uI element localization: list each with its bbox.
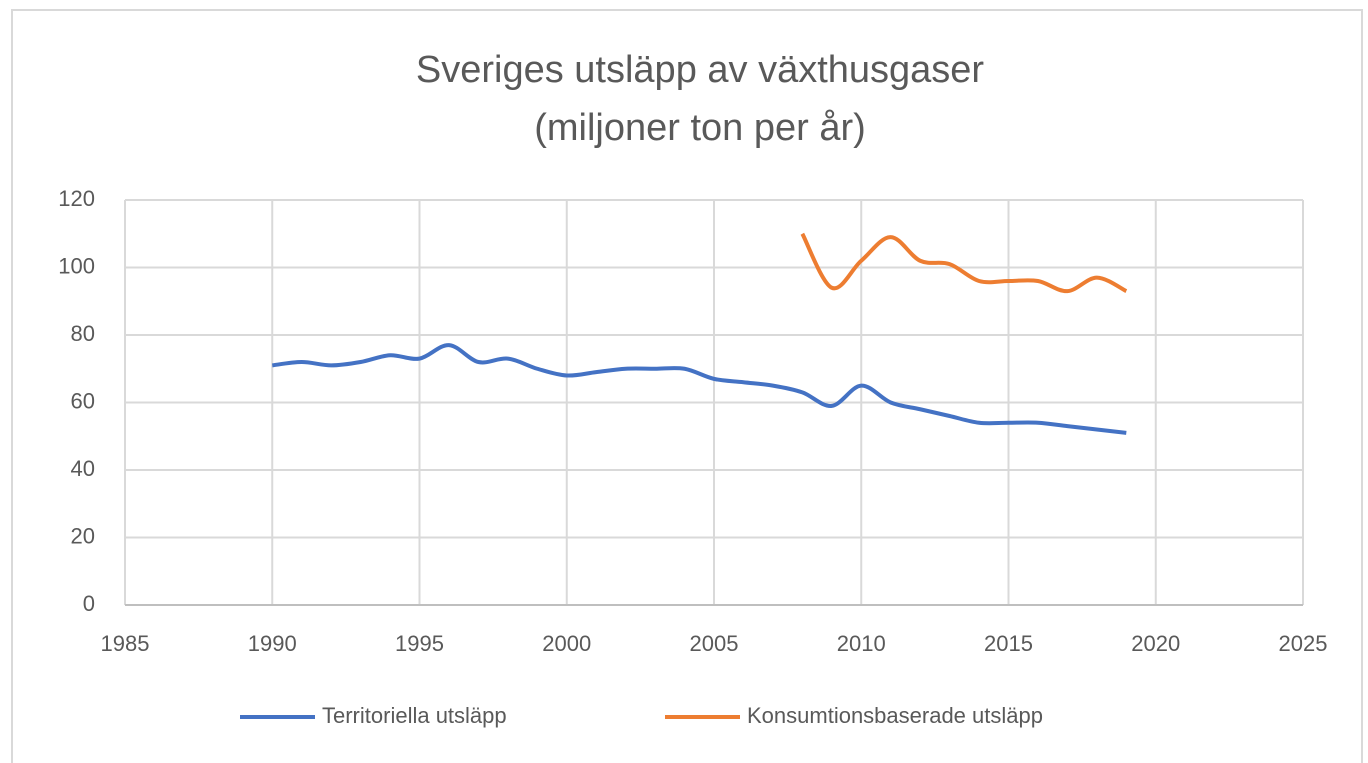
series-line	[271, 343, 1127, 435]
series-line	[800, 232, 1128, 294]
x-tick-label: 2025	[1279, 631, 1328, 656]
y-tick-label: 60	[71, 388, 95, 413]
y-tick-label: 120	[58, 186, 95, 211]
x-tick-label: 2000	[542, 631, 591, 656]
x-tick-label: 1985	[101, 631, 150, 656]
x-tick-label: 2010	[837, 631, 886, 656]
chart-border	[11, 9, 1363, 763]
chart-title: Sveriges utsläpp av växthusgaser	[416, 49, 985, 91]
legend-label: Konsumtionsbaserade utsläpp	[747, 703, 1043, 728]
x-tick-label: 1995	[395, 631, 444, 656]
y-tick-label: 0	[83, 591, 95, 616]
y-tick-label: 40	[71, 456, 95, 481]
x-tick-label: 1990	[248, 631, 297, 656]
x-tick-label: 2005	[690, 631, 739, 656]
x-tick-label: 2015	[984, 631, 1033, 656]
x-tick-label: 2020	[1131, 631, 1180, 656]
y-tick-label: 80	[71, 321, 95, 346]
y-tick-label: 20	[71, 523, 95, 548]
legend-label: Territoriella utsläpp	[322, 703, 507, 728]
y-tick-label: 100	[58, 253, 95, 278]
chart-subtitle: (miljoner ton per år)	[534, 107, 866, 149]
